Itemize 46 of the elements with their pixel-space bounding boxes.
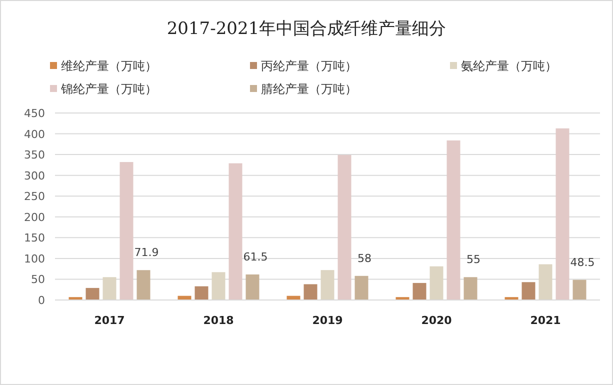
bar	[556, 128, 570, 300]
bar	[86, 288, 100, 300]
y-tick-label: 50	[31, 273, 45, 286]
data-label: 58	[358, 252, 372, 265]
y-tick-label: 250	[24, 190, 45, 204]
bar	[430, 266, 444, 300]
data-label: 71.9	[134, 246, 159, 260]
y-tick-label: 400	[24, 128, 45, 141]
y-tick-label: 0	[38, 294, 45, 307]
legend-label: 腈纶产量（万吨）	[261, 82, 357, 96]
bar	[120, 162, 134, 300]
x-tick-label: 2017	[94, 314, 125, 327]
x-tick-label: 2021	[530, 314, 561, 327]
bar	[354, 276, 368, 300]
bar	[464, 277, 478, 300]
bar	[194, 286, 208, 300]
legend-label: 丙纶产量（万吨）	[261, 59, 357, 73]
x-tick-label: 2020	[421, 314, 452, 327]
chart-title: 2017-2021年中国合成纤维产量细分	[166, 19, 446, 39]
bar	[522, 282, 536, 300]
bar	[228, 163, 242, 300]
y-tick-label: 300	[24, 169, 45, 182]
y-tick-label: 150	[24, 232, 45, 245]
legend-label: 维纶产量（万吨）	[61, 59, 157, 73]
y-tick-label: 100	[24, 252, 45, 266]
x-tick-label: 2018	[203, 314, 234, 327]
bar	[246, 274, 260, 300]
bar	[212, 272, 226, 300]
data-label: 61.5	[243, 250, 268, 264]
data-label: 48.5	[570, 256, 595, 269]
y-tick-label: 450	[24, 107, 45, 120]
legend-label: 锦纶产量（万吨）	[60, 82, 157, 96]
bar	[572, 280, 586, 300]
y-tick-label: 200	[24, 210, 45, 224]
bar	[446, 140, 460, 300]
bar	[136, 270, 150, 300]
bar	[412, 282, 426, 300]
bar	[304, 284, 318, 300]
bar	[320, 270, 334, 300]
data-label: 55	[466, 253, 480, 266]
bar	[102, 277, 116, 300]
y-tick-label: 350	[24, 148, 45, 162]
x-tick-label: 2019	[312, 314, 343, 327]
bar	[338, 154, 352, 300]
legend-label: 氨纶产量（万吨）	[461, 59, 557, 73]
bar	[538, 264, 552, 300]
